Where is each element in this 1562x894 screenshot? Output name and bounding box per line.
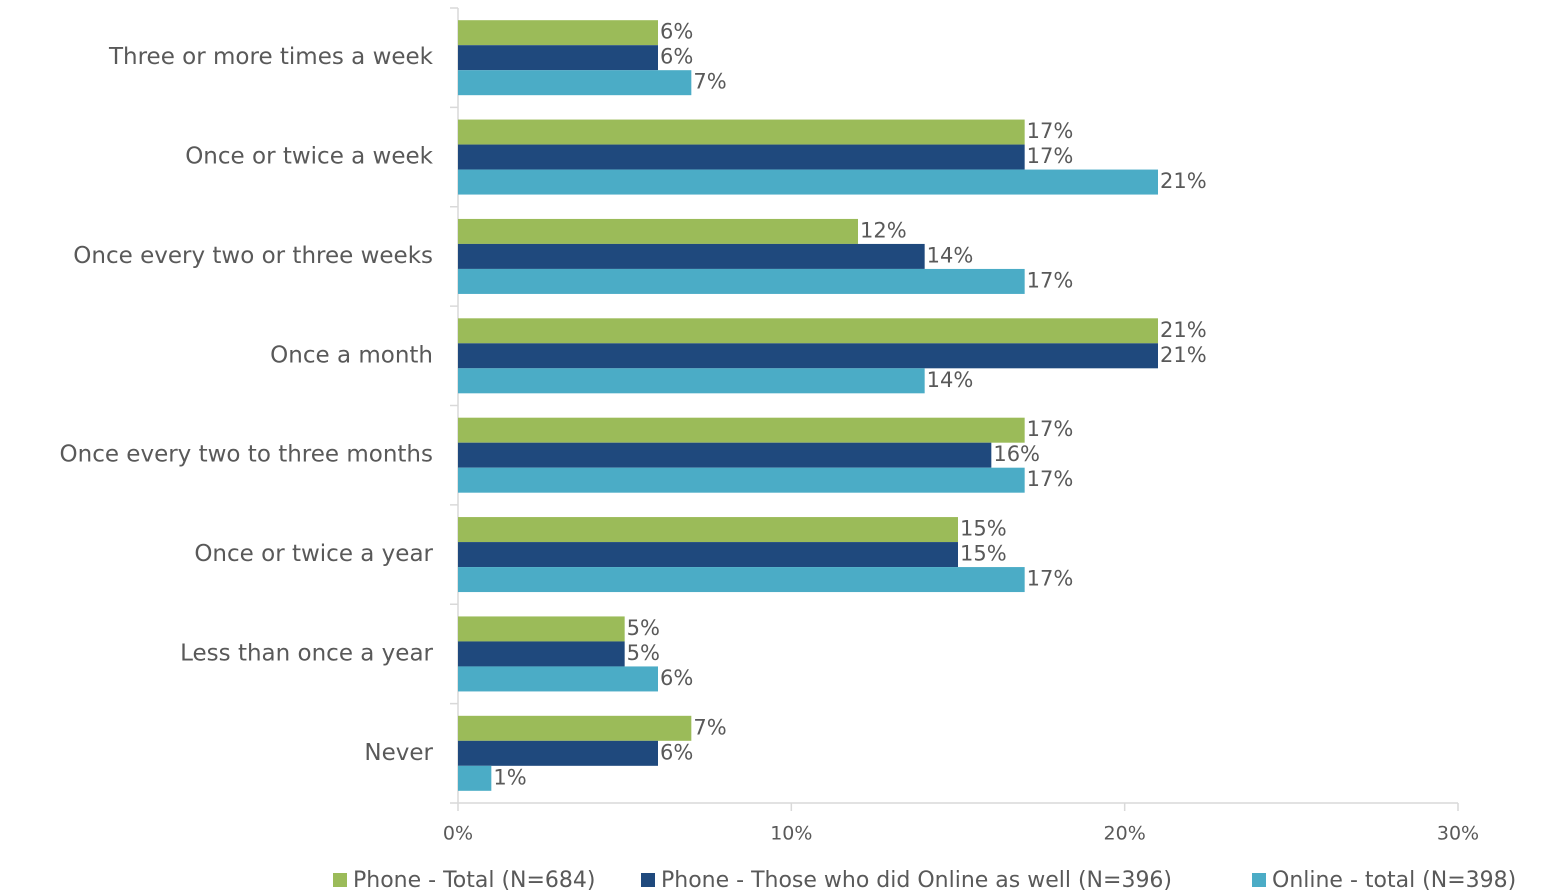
bar (458, 765, 492, 791)
legend-swatch (333, 873, 347, 887)
bar (458, 442, 992, 468)
value-label: 6% (660, 45, 693, 69)
category-label: Once every two to three months (60, 442, 433, 468)
category-label: Less than once a year (180, 640, 433, 666)
bar (458, 542, 958, 568)
bar (458, 740, 658, 766)
value-label: 6% (660, 20, 693, 44)
x-tick-label: 10% (770, 823, 812, 845)
category-label: Once every two or three weeks (73, 243, 433, 269)
category-label: Once a month (270, 342, 433, 368)
category-label: Once or twice a week (185, 144, 433, 170)
value-label: 6% (660, 666, 693, 690)
value-label: 21% (1160, 318, 1207, 342)
bar (458, 368, 925, 394)
bar (458, 218, 858, 244)
value-label: 5% (627, 616, 660, 640)
value-label: 21% (1160, 343, 1207, 367)
value-label: 7% (693, 715, 726, 739)
value-label: 17% (1027, 144, 1074, 168)
bar (458, 70, 692, 96)
value-label: 1% (493, 765, 526, 789)
bar (458, 45, 658, 71)
value-label: 17% (1027, 567, 1074, 591)
legend-label: Online - total (N=398) (1272, 868, 1516, 893)
bar (458, 715, 692, 741)
x-tick-label: 0% (443, 823, 473, 845)
bar (458, 567, 1025, 593)
bar (458, 517, 958, 543)
value-label: 12% (860, 218, 907, 242)
value-label: 14% (927, 243, 974, 267)
bar (458, 467, 1025, 493)
value-label: 21% (1160, 169, 1207, 193)
value-label: 17% (1027, 268, 1074, 292)
value-label: 17% (1027, 467, 1074, 491)
legend-swatch (641, 873, 655, 887)
legend-label: Phone - Those who did Online as well (N=… (661, 868, 1172, 893)
bar (458, 144, 1025, 170)
value-label: 17% (1027, 417, 1074, 441)
bar (458, 417, 1025, 443)
value-label: 14% (927, 368, 974, 392)
value-label: 6% (660, 740, 693, 764)
bar (458, 616, 625, 642)
x-tick-label: 20% (1104, 823, 1146, 845)
bar (458, 343, 1158, 369)
bar (458, 169, 1158, 195)
value-label: 15% (960, 517, 1007, 541)
bar (458, 666, 658, 692)
category-label: Never (364, 740, 433, 766)
legend-swatch (1252, 873, 1266, 887)
value-label: 7% (693, 70, 726, 94)
value-label: 17% (1027, 119, 1074, 143)
value-label: 15% (960, 542, 1007, 566)
category-label: Once or twice a year (194, 541, 433, 567)
bar (458, 20, 658, 46)
x-tick-label: 30% (1437, 823, 1479, 845)
bar (458, 318, 1158, 344)
value-label: 16% (993, 442, 1040, 466)
category-label: Three or more times a week (108, 44, 434, 70)
legend-label: Phone - Total (N=684) (353, 868, 596, 893)
bar (458, 119, 1025, 145)
bar (458, 641, 625, 667)
bar (458, 243, 925, 269)
value-label: 5% (627, 641, 660, 665)
bar (458, 268, 1025, 294)
